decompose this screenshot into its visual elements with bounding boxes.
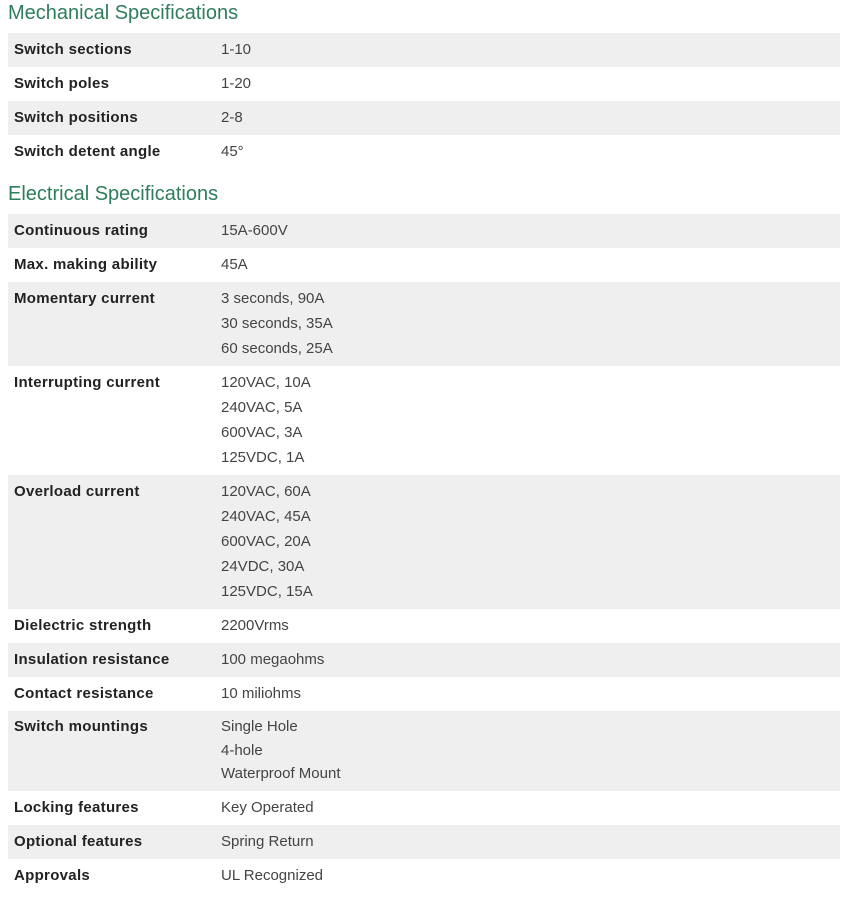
- spec-value-line: 120VAC, 10A: [221, 374, 311, 391]
- spec-value: 2200Vrms: [221, 609, 840, 643]
- spec-label: Switch poles: [14, 75, 110, 92]
- spec-row: Momentary current 3 seconds, 90A 30 second…: [8, 282, 840, 366]
- spec-value-line: UL Recognized: [221, 866, 324, 884]
- spec-row: Switch detent angle 45°: [8, 135, 840, 169]
- spec-value-line: 24VDC, 30A: [221, 558, 305, 575]
- spec-value: Spring Return: [221, 825, 840, 859]
- spec-label: Contact resistance: [14, 685, 154, 702]
- spec-value-line: 45A: [221, 256, 248, 273]
- spec-value: Single Hole 4-hole Waterproof Mount: [221, 711, 840, 791]
- spec-value-line: 1-10: [221, 41, 252, 58]
- spec-value: Key Operated: [221, 791, 840, 825]
- spec-row: Dielectric strength 2200Vrms: [8, 609, 840, 643]
- spec-row: Optional features Spring Return: [8, 824, 840, 859]
- spec-label: Switch mountings: [14, 718, 148, 735]
- spec-row: Locking features Key Operated: [8, 791, 840, 825]
- spec-value-line: 1-20: [221, 75, 252, 92]
- spec-value: 45°: [221, 135, 840, 169]
- spec-value: 2-8: [221, 101, 840, 135]
- spec-value-line: 240VAC, 5A: [221, 399, 303, 416]
- spec-row: Switch sections 1-10: [8, 33, 840, 67]
- spec-value-line: 30 seconds, 35A: [221, 315, 333, 332]
- spec-value: 100 megaohms: [221, 643, 840, 677]
- spec-value: 45A: [221, 248, 840, 282]
- spec-value: 1-20: [221, 67, 840, 101]
- spec-label: Optional features: [14, 832, 143, 850]
- spec-value-line: 45°: [221, 143, 244, 160]
- spec-label: Switch sections: [14, 41, 132, 58]
- spec-label: Switch detent angle: [14, 143, 161, 160]
- spec-value: 120VAC, 10A 240VAC, 5A 600VAC, 3A 125VDC, 1…: [221, 366, 840, 475]
- spec-row: Switch mountings Single Hole 4-hole Waterpr…: [8, 711, 840, 791]
- spec-row: Switch poles 1-20: [8, 67, 840, 101]
- mechanical-specifications-heading: Mechanical Specifications: [8, 2, 239, 24]
- spec-value: 120VAC, 60A 240VAC, 45A 600VAC, 20A 24VDC, …: [221, 475, 840, 609]
- spec-label: Interrupting current: [14, 374, 161, 391]
- spec-label: Dielectric strength: [14, 617, 152, 634]
- spec-value-line: 4-hole: [221, 741, 263, 759]
- spec-value: 1-10: [221, 33, 840, 67]
- mechanical-specifications-table: Switch sections 1-10 Switch poles 1-20 Switc…: [8, 33, 840, 169]
- spec-label: Insulation resistance: [14, 651, 170, 668]
- spec-label: Approvals: [14, 866, 91, 884]
- spec-value: 3 seconds, 90A 30 seconds, 35A 60 seconds,…: [221, 282, 840, 366]
- spec-row: Insulation resistance 100 megaohms: [8, 643, 840, 677]
- spec-value-line: 3 seconds, 90A: [221, 290, 325, 307]
- spec-row: Contact resistance 10 miliohms: [8, 677, 840, 711]
- spec-value: UL Recognized: [221, 859, 840, 893]
- spec-row: Approvals UL Recognized: [8, 859, 840, 893]
- spec-label: Momentary current: [14, 290, 155, 307]
- spec-value-line: 100 megaohms: [221, 651, 325, 668]
- electrical-specifications-heading: Electrical Specifications: [8, 183, 219, 205]
- spec-value-line: 2200Vrms: [221, 617, 289, 634]
- spec-value-line: 125VDC, 1A: [221, 449, 305, 466]
- spec-row: Continuous rating 15A-600V: [8, 214, 840, 248]
- spec-value-line: 10 miliohms: [221, 685, 302, 702]
- spec-row: Max. making ability 45A: [8, 248, 840, 282]
- spec-value-line: 120VAC, 60A: [221, 483, 311, 500]
- spec-value-line: 15A-600V: [221, 222, 288, 239]
- spec-value-line: 600VAC, 20A: [221, 533, 311, 550]
- spec-value: 10 miliohms: [221, 677, 840, 711]
- spec-label: Locking features: [14, 798, 139, 816]
- spec-label: Overload current: [14, 483, 140, 500]
- spec-value-line: 2-8: [221, 109, 243, 126]
- spec-label: Max. making ability: [14, 256, 158, 273]
- spec-row: Interrupting current 120VAC, 10A 240VAC, 5…: [8, 366, 840, 475]
- spec-value-line: Spring Return: [221, 832, 314, 850]
- electrical-specifications-table: Continuous rating 15A-600V Max. making abi…: [8, 214, 840, 893]
- spec-row: Overload current 120VAC, 60A 240VAC, 45A 60…: [8, 475, 840, 609]
- spec-value-line: 60 seconds, 25A: [221, 340, 333, 357]
- spec-value-line: Key Operated: [221, 798, 314, 816]
- spec-value-line: 125VDC, 15A: [221, 583, 313, 600]
- spec-value-line: Waterproof Mount: [221, 765, 341, 782]
- spec-label: Continuous rating: [14, 222, 149, 239]
- spec-row: Switch positions 2-8: [8, 101, 840, 135]
- spec-value-line: 240VAC, 45A: [221, 508, 311, 525]
- spec-value-line: 600VAC, 3A: [221, 424, 303, 441]
- spec-value: 15A-600V: [221, 214, 840, 248]
- spec-label: Switch positions: [14, 109, 138, 126]
- spec-value-line: Single Hole: [221, 718, 298, 735]
